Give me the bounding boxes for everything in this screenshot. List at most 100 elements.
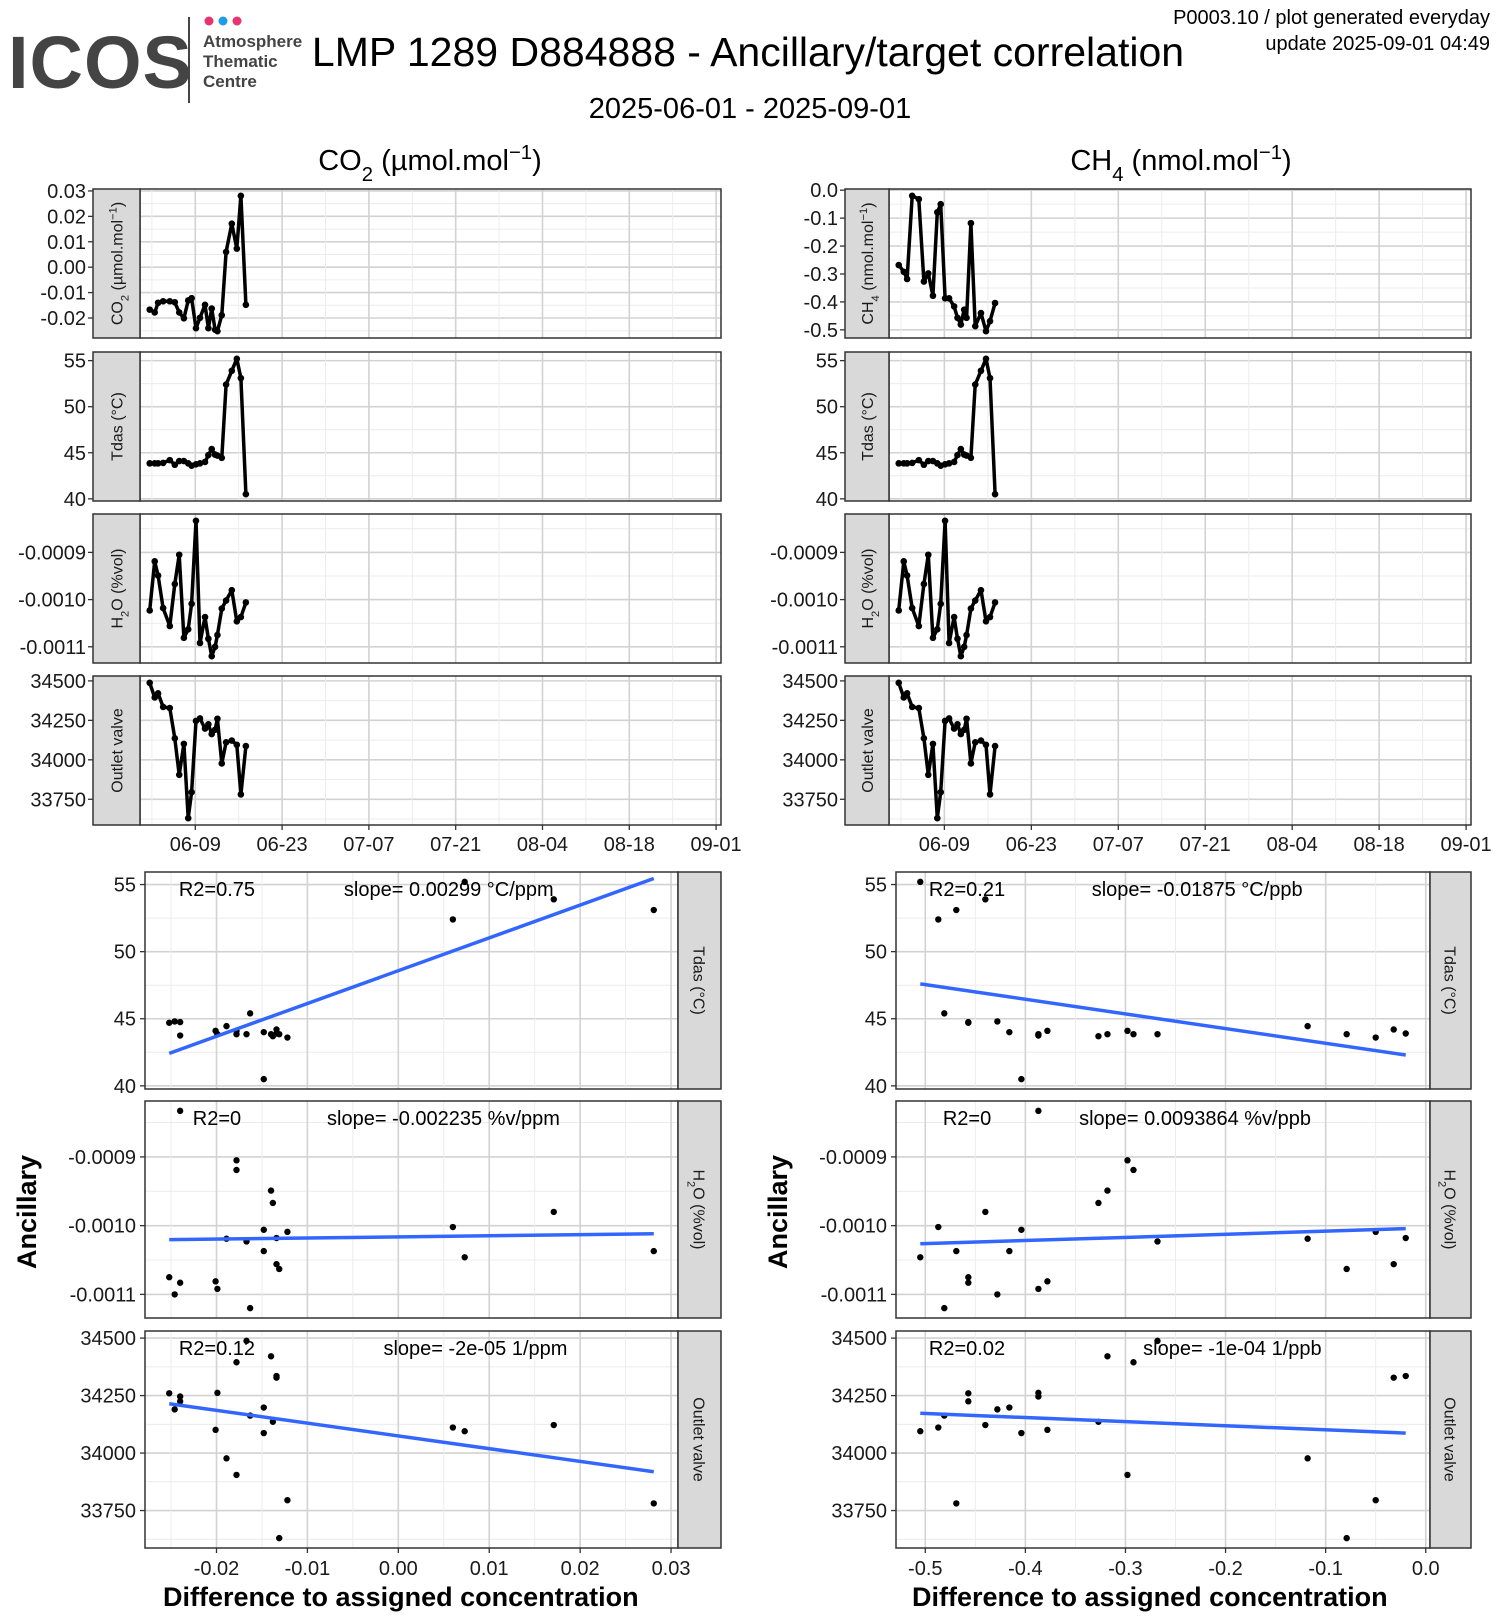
data-point bbox=[1104, 1353, 1111, 1360]
data-point bbox=[977, 367, 985, 375]
time-panel-tdas: Tdas (°C) 55 50 45 40 bbox=[64, 351, 722, 511]
data-point bbox=[449, 1424, 457, 1431]
text-segment: −1 bbox=[509, 142, 532, 164]
data-point bbox=[945, 294, 953, 302]
data-point bbox=[1035, 1107, 1042, 1115]
time-panel-co2: CO2 (µmol.mol−1) 0.03 0.02 0.01 0.00 -0.01 -0.… bbox=[40, 181, 722, 339]
data-point bbox=[166, 704, 174, 712]
data-point bbox=[982, 327, 990, 335]
panel-background bbox=[140, 514, 721, 663]
slope-label: slope= -0.01875 °C/ppb bbox=[1092, 879, 1303, 901]
y-tick-label: 0.0 bbox=[810, 180, 838, 202]
slope-label: slope= 0.0093864 %v/ppb bbox=[1079, 1108, 1311, 1130]
data-point bbox=[176, 1032, 184, 1039]
data-point bbox=[982, 355, 990, 363]
data-point bbox=[171, 1291, 178, 1298]
x-tick-label: 08-18 bbox=[1354, 834, 1405, 856]
data-point bbox=[1044, 1027, 1051, 1035]
data-point bbox=[154, 572, 162, 579]
data-point bbox=[180, 740, 188, 748]
data-point bbox=[903, 572, 911, 579]
data-point bbox=[971, 381, 979, 388]
data-point bbox=[171, 580, 179, 588]
data-point bbox=[146, 607, 154, 614]
data-point bbox=[260, 1404, 267, 1411]
data-point bbox=[950, 458, 958, 466]
data-point bbox=[917, 1428, 924, 1435]
text-segment: H bbox=[110, 617, 127, 629]
y-tick-label: 34500 bbox=[30, 671, 86, 693]
data-point bbox=[166, 1390, 173, 1397]
data-point bbox=[449, 916, 457, 923]
y-tick-label: 50 bbox=[114, 942, 136, 964]
data-point bbox=[1343, 1030, 1350, 1038]
text-segment: (nmol.mol bbox=[1124, 145, 1259, 177]
scatter-panel-h2o: R2=0 slope= -0.002235 %v/ppm H2O (%vol) -0.… bbox=[68, 1100, 722, 1319]
data-point bbox=[233, 618, 241, 625]
y-tick-label: 33750 bbox=[30, 789, 86, 811]
strip bbox=[1429, 1330, 1472, 1549]
text-segment: O (%vol) bbox=[690, 1187, 707, 1249]
data-point bbox=[1104, 1187, 1111, 1194]
data-point bbox=[184, 814, 192, 822]
y-tick-label: -0.0010 bbox=[68, 1216, 136, 1238]
text-segment: ) bbox=[532, 145, 542, 177]
y-tick-label: 34500 bbox=[782, 671, 838, 693]
y-tick-label: 33750 bbox=[831, 1501, 887, 1523]
data-point bbox=[223, 1455, 230, 1462]
text-segment: (µmol.mol bbox=[373, 145, 509, 177]
x-tick-label: 07-07 bbox=[343, 834, 394, 856]
data-point bbox=[1154, 1030, 1161, 1038]
data-point bbox=[284, 1034, 291, 1041]
data-point bbox=[166, 1019, 173, 1026]
data-point bbox=[971, 322, 979, 330]
time-panel-h2o: H2O (%vol) -0.0009 -0.0010 -0.0011 bbox=[770, 513, 1472, 664]
text-segment: Tdas (°C) bbox=[860, 392, 877, 461]
data-point bbox=[218, 605, 226, 612]
data-point bbox=[1304, 1455, 1311, 1462]
data-point bbox=[977, 586, 985, 594]
data-point bbox=[1372, 1496, 1379, 1504]
x-tick-label: -0.1 bbox=[1308, 1558, 1342, 1580]
text-segment: (µmol.mol bbox=[110, 220, 127, 295]
data-point bbox=[650, 1247, 657, 1255]
data-point bbox=[967, 219, 975, 227]
data-point bbox=[977, 737, 985, 744]
data-point bbox=[960, 306, 968, 314]
data-point bbox=[1154, 1337, 1161, 1345]
logo-sub-3: Centre bbox=[203, 72, 257, 91]
data-point bbox=[945, 639, 953, 647]
y-tick-label: -0.4 bbox=[804, 292, 838, 314]
data-point bbox=[950, 613, 958, 621]
data-point bbox=[954, 451, 961, 459]
data-point bbox=[986, 317, 994, 325]
data-point bbox=[982, 741, 990, 749]
data-point bbox=[184, 626, 192, 633]
data-point bbox=[175, 551, 183, 559]
data-point bbox=[908, 459, 916, 467]
x-tick-label: 09-01 bbox=[691, 834, 742, 856]
y-tick-label: 40 bbox=[865, 1076, 887, 1098]
data-point bbox=[214, 1389, 221, 1397]
strip-label: H2O (%vol) bbox=[110, 548, 132, 628]
data-point bbox=[228, 220, 236, 228]
data-point bbox=[994, 1291, 1001, 1298]
data-point bbox=[935, 916, 942, 923]
data-point bbox=[267, 1187, 275, 1194]
data-point bbox=[208, 305, 216, 312]
data-point bbox=[214, 715, 221, 723]
data-point bbox=[196, 460, 204, 467]
data-point bbox=[461, 1428, 468, 1435]
y-tick-label: -0.2 bbox=[804, 236, 838, 258]
data-point bbox=[212, 1278, 219, 1285]
data-point bbox=[201, 613, 209, 621]
data-point bbox=[154, 460, 162, 467]
y-tick-label: 45 bbox=[816, 443, 838, 465]
y-tick-label: 50 bbox=[64, 397, 86, 419]
data-point bbox=[214, 1285, 221, 1293]
text-segment: 2 bbox=[870, 611, 882, 617]
data-point bbox=[260, 1226, 267, 1233]
data-point bbox=[935, 1223, 942, 1231]
y-tick-label: -0.1 bbox=[804, 208, 838, 230]
text-segment: Tdas (°C) bbox=[110, 392, 127, 461]
